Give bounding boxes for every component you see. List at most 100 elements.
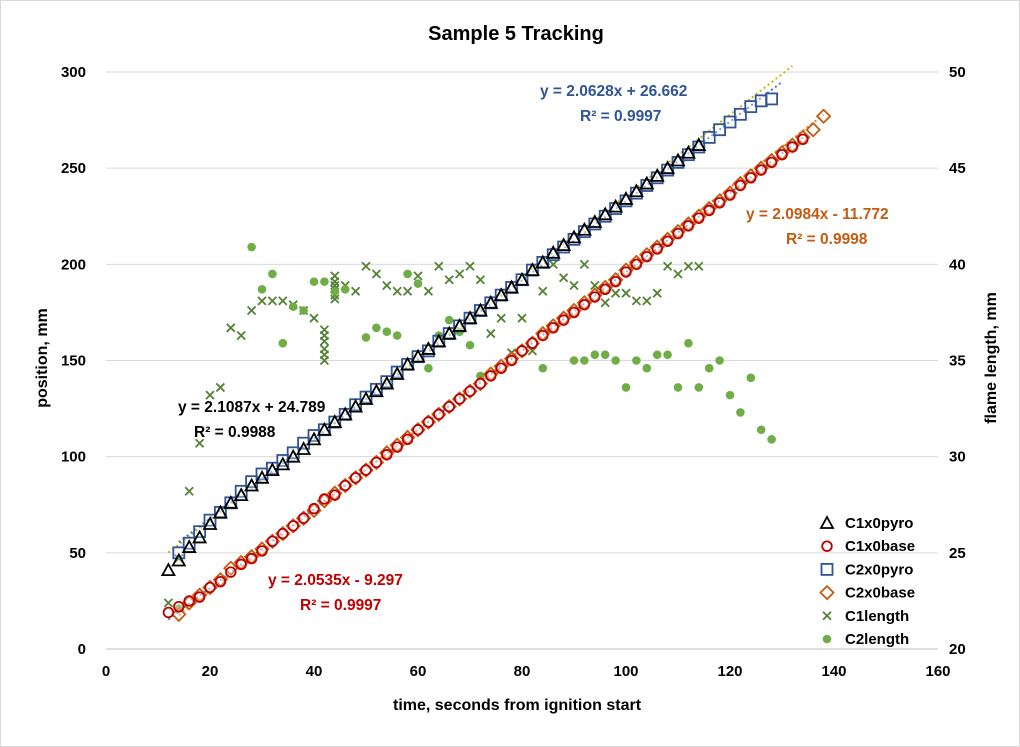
legend-marker (819, 584, 835, 601)
data-point (454, 269, 465, 279)
data-point (713, 123, 726, 137)
data-point (392, 331, 402, 340)
data-point (278, 338, 288, 348)
data-point (330, 294, 340, 304)
data-point (631, 296, 642, 306)
data-point (389, 366, 405, 380)
data-point (368, 383, 384, 398)
y-tick-label: 100 (61, 449, 86, 466)
data-point (244, 477, 260, 492)
data-point (545, 244, 561, 259)
data-point (610, 288, 621, 298)
data-point (618, 191, 634, 205)
data-point (444, 275, 454, 285)
trendline-r-squared: R² = 0.9997 (580, 108, 661, 125)
data-point (538, 363, 548, 373)
data-point (725, 390, 735, 400)
y2-tick-label: 20 (949, 641, 966, 658)
data-point (734, 179, 747, 192)
data-point (597, 206, 613, 221)
y2-tick-label: 25 (949, 545, 966, 562)
data-point (599, 283, 611, 296)
legend-marker (821, 540, 833, 552)
data-point (318, 493, 331, 505)
data-point (264, 462, 280, 477)
data-point (493, 287, 509, 302)
data-point (673, 383, 683, 392)
data-point (652, 288, 662, 298)
data-markers (160, 92, 832, 623)
data-point (692, 140, 706, 154)
data-point (424, 363, 433, 373)
data-point (567, 232, 581, 246)
data-point (464, 385, 476, 397)
legend-label: C1x0base (845, 538, 915, 555)
data-point (306, 431, 322, 446)
data-point (495, 362, 507, 374)
data-point (433, 408, 445, 421)
data-point (400, 356, 416, 371)
data-point (319, 355, 330, 366)
data-point (662, 261, 673, 271)
data-point (642, 296, 652, 306)
data-point (465, 340, 475, 350)
data-point (330, 277, 340, 287)
data-point (358, 391, 374, 405)
data-point (475, 275, 486, 285)
data-point (619, 194, 633, 208)
y-tick-label: 150 (61, 353, 86, 370)
data-point (715, 356, 724, 365)
data-point (672, 227, 684, 240)
data-point (805, 121, 821, 138)
trendline-equation: y = 2.0984x - 11.772 (746, 206, 889, 223)
data-point (245, 552, 258, 565)
data-point (630, 258, 643, 271)
data-point (266, 535, 279, 547)
data-point (704, 363, 714, 373)
data-point (609, 202, 622, 215)
trendline-equations: y = 2.1087x + 24.789 R² = 0.9988 y = 2.062… (178, 83, 889, 614)
data-point (381, 449, 393, 461)
data-point (652, 350, 662, 360)
data-point (444, 315, 454, 325)
legend-label: C1length (845, 608, 909, 625)
x-tick-label: 80 (514, 663, 531, 680)
data-point (327, 414, 343, 428)
data-point (557, 240, 570, 254)
data-point (329, 489, 341, 501)
data-point (588, 217, 602, 231)
data-point (204, 581, 216, 594)
data-point (642, 363, 652, 373)
data-point (611, 356, 620, 365)
data-point (504, 279, 520, 294)
gridlines (106, 71, 938, 554)
data-point (402, 286, 413, 296)
data-point (600, 298, 610, 308)
data-point (212, 504, 228, 519)
data-point (736, 408, 745, 417)
data-point (661, 235, 674, 247)
data-point (517, 313, 527, 323)
legend-label: C2x0base (845, 585, 915, 602)
data-point (267, 296, 278, 306)
data-point (702, 130, 716, 144)
data-point (682, 220, 695, 232)
data-point (621, 288, 631, 298)
data-point (308, 502, 320, 515)
data-point (590, 280, 600, 291)
data-point (649, 167, 665, 182)
data-point (225, 566, 237, 578)
data-point (598, 209, 612, 223)
data-point (287, 520, 299, 532)
data-point (236, 330, 246, 341)
data-point (754, 94, 768, 108)
data-point (340, 285, 350, 294)
data-point (297, 512, 310, 524)
data-point (663, 350, 672, 360)
x-tick-label: 100 (613, 663, 638, 680)
data-point (296, 441, 312, 455)
chart-title: Sample 5 Tracking (428, 23, 604, 45)
data-point (694, 383, 704, 392)
y-tick-label: 250 (61, 160, 86, 177)
